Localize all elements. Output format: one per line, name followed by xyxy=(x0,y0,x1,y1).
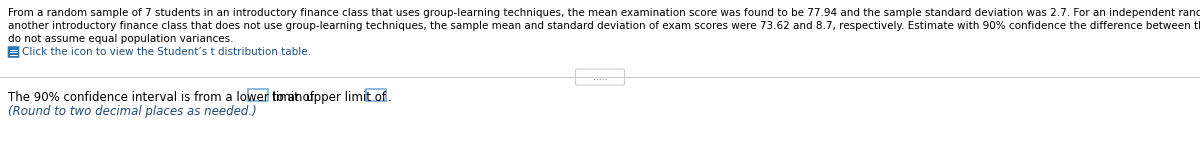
Text: to an upper limit of: to an upper limit of xyxy=(271,91,385,104)
FancyBboxPatch shape xyxy=(576,69,624,85)
Text: From a random sample of 7 students in an introductory finance class that uses gr: From a random sample of 7 students in an… xyxy=(8,8,1200,18)
FancyBboxPatch shape xyxy=(366,89,385,101)
Text: do not assume equal population variances.: do not assume equal population variances… xyxy=(8,34,234,44)
Text: .....: ..... xyxy=(593,73,607,82)
Text: .: . xyxy=(388,91,391,104)
Text: another introductory finance class that does not use group-learning techniques, : another introductory finance class that … xyxy=(8,21,1200,31)
FancyBboxPatch shape xyxy=(7,46,19,58)
Text: The 90% confidence interval is from a lower limit of: The 90% confidence interval is from a lo… xyxy=(8,91,314,104)
Text: (Round to two decimal places as needed.): (Round to two decimal places as needed.) xyxy=(8,105,257,118)
FancyBboxPatch shape xyxy=(247,89,268,101)
Text: Click the icon to view the Student’s t distribution table.: Click the icon to view the Student’s t d… xyxy=(22,47,311,57)
